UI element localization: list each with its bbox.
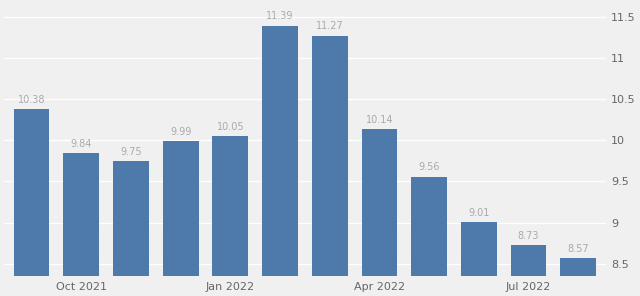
Bar [113,161,149,276]
Text: 8.73: 8.73 [518,231,540,241]
Bar [13,109,49,276]
Bar [561,258,596,276]
Bar [262,26,298,276]
Bar [511,245,547,276]
Text: 9.99: 9.99 [170,127,191,137]
Text: 10.38: 10.38 [18,95,45,105]
Bar [63,153,99,276]
Bar [461,222,497,276]
Bar [163,141,198,276]
Text: 11.27: 11.27 [316,21,344,31]
Text: 9.75: 9.75 [120,147,141,157]
Bar [362,129,397,276]
Text: 11.39: 11.39 [266,12,294,22]
Text: 8.57: 8.57 [568,244,589,254]
Bar [412,176,447,276]
Text: 9.56: 9.56 [419,163,440,172]
Bar [212,136,248,276]
Bar [312,36,348,276]
Text: 10.05: 10.05 [216,122,244,132]
Text: 9.84: 9.84 [70,139,92,149]
Text: 10.14: 10.14 [365,115,393,125]
Text: 9.01: 9.01 [468,208,490,218]
